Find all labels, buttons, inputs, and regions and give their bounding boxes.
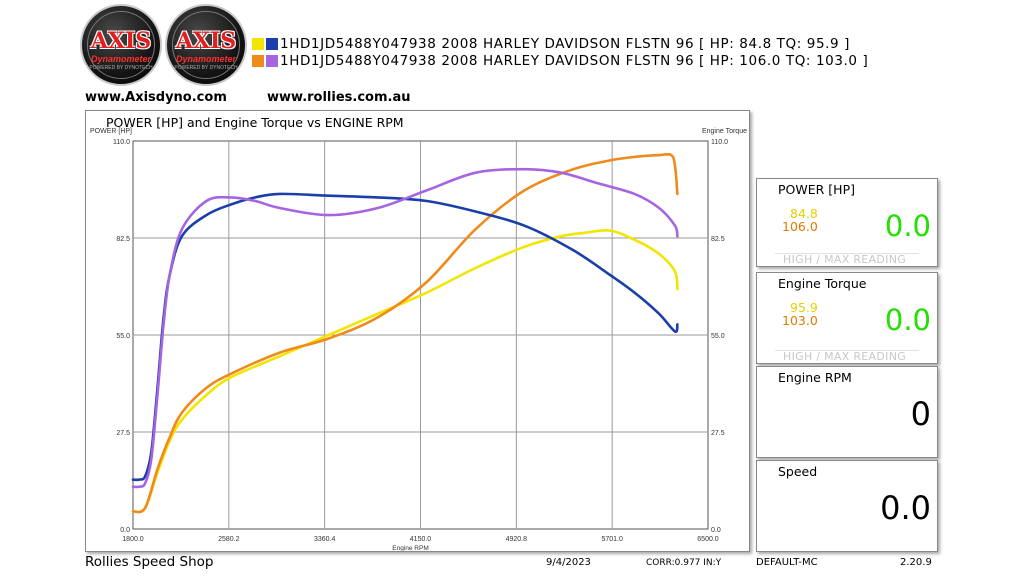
y-tick-label-right: 110.0 — [711, 139, 728, 146]
logo-word: AXIS — [90, 28, 152, 54]
x-tick-label: 4150.0 — [410, 536, 432, 543]
y-tick-label-left: 82.5 — [116, 236, 130, 243]
footer-shop-name: Rollies Speed Shop — [85, 554, 214, 570]
logo-tag: POWERED BY DYNOTECH — [174, 65, 238, 71]
logo-tag: POWERED BY DYNOTECH — [89, 65, 153, 71]
dyno-chart-panel: POWER [HP] and Engine Torque vs ENGINE R… — [85, 110, 750, 552]
gauge-speed: Speed 0.0 — [756, 460, 938, 552]
gauge-power-title: POWER [HP] — [778, 182, 855, 197]
series-hp-run1 — [131, 228, 679, 514]
x-tick-label: 3360.4 — [314, 536, 336, 543]
gauge-power-max-run1: 84.8 — [790, 206, 818, 221]
y-tick-label-left: 110.0 — [113, 139, 130, 146]
x-tick-label: 5701.0 — [601, 536, 623, 543]
legend-swatch-yellow — [252, 38, 264, 50]
legend-swatch-blue — [266, 38, 278, 50]
website-axisdyno: www.Axisdyno.com — [85, 90, 227, 105]
gauge-divider — [775, 253, 919, 254]
x-tick-label: 1800.0 — [122, 536, 144, 543]
y-tick-label-right: 27.5 — [711, 430, 725, 437]
y-tick-label-right: 82.5 — [711, 236, 725, 243]
gauge-rpm: Engine RPM 0 — [756, 366, 938, 458]
x-axis-label: Engine RPM — [392, 545, 429, 551]
footer-correction: CORR:0.977 IN:Y — [646, 558, 722, 568]
series-torque-run2 — [131, 167, 679, 489]
website-rollies: www.rollies.com.au — [267, 90, 411, 105]
gauge-power-hint: HIGH / MAX READING — [783, 253, 907, 266]
gauge-speed-title: Speed — [778, 464, 818, 479]
series-torque-run1 — [131, 192, 679, 482]
legend-row-run1[interactable]: 1HD1JD5488Y047938 2008 HARLEY DAVIDSON F… — [252, 36, 850, 52]
gauge-power-live: 0.0 — [884, 209, 931, 243]
legend-text-run1: 1HD1JD5488Y047938 2008 HARLEY DAVIDSON F… — [280, 36, 850, 52]
gauge-power: POWER [HP] 84.8 106.0 0.0 HIGH / MAX REA… — [756, 178, 938, 267]
legend-swatch-purple — [266, 55, 278, 67]
gauge-speed-live: 0.0 — [880, 489, 931, 527]
gauge-torque-hint: HIGH / MAX READING — [783, 350, 907, 363]
logo-word: AXIS — [175, 28, 237, 54]
gauge-torque-max-run2: 103.0 — [782, 313, 818, 328]
legend-swatch-orange — [252, 55, 264, 67]
footer-date: 9/4/2023 — [546, 557, 591, 568]
footer-profile: DEFAULT-MC — [756, 557, 818, 568]
logo-sub: Dynamometer — [90, 54, 152, 64]
axis-logo-2: AXIS Dynamometer POWERED BY DYNOTECH — [165, 4, 247, 86]
y-tick-label-left: 55.0 — [116, 333, 130, 340]
gauge-power-max-run2: 106.0 — [782, 219, 818, 234]
dyno-plot: 1800.0 2580.2 3360.4 4150.0 4920.8 5701.0 6500… — [113, 139, 728, 551]
y-tick-label-right: 55.0 — [711, 333, 725, 340]
gauge-torque: Engine Torque 95.9 103.0 0.0 HIGH / MAX … — [756, 272, 938, 364]
x-tick-label: 2580.2 — [218, 536, 240, 543]
gauge-torque-live: 0.0 — [884, 303, 931, 337]
gauge-torque-max-run1: 95.9 — [790, 300, 818, 315]
y-tick-label-left: 27.5 — [116, 430, 130, 437]
gauge-torque-title: Engine Torque — [778, 276, 867, 291]
series-hp-run2 — [131, 152, 679, 514]
x-tick-label: 4920.8 — [506, 536, 528, 543]
y-tick-label-right: 0.0 — [711, 527, 721, 534]
y-tick-label-left: 0.0 — [120, 527, 130, 534]
gauge-rpm-title: Engine RPM — [778, 370, 852, 385]
footer-version: 2.20.9 — [900, 557, 932, 568]
gauge-divider — [775, 350, 919, 351]
legend-row-run2[interactable]: 1HD1JD5488Y047938 2008 HARLEY DAVIDSON F… — [252, 53, 868, 69]
axis-logo-1: AXIS Dynamometer POWERED BY DYNOTECH — [80, 4, 162, 86]
logo-sub: Dynamometer — [175, 54, 237, 64]
y-axis-right-label: Engine Torque — [701, 128, 747, 135]
x-tick-label: 6500.0 — [697, 536, 719, 543]
legend-text-run2: 1HD1JD5488Y047938 2008 HARLEY DAVIDSON F… — [280, 53, 869, 69]
chart-title: POWER [HP] and Engine Torque vs ENGINE R… — [106, 115, 404, 130]
y-axis-left-label: POWER [HP] — [90, 128, 133, 135]
gauge-rpm-live: 0 — [910, 395, 931, 433]
